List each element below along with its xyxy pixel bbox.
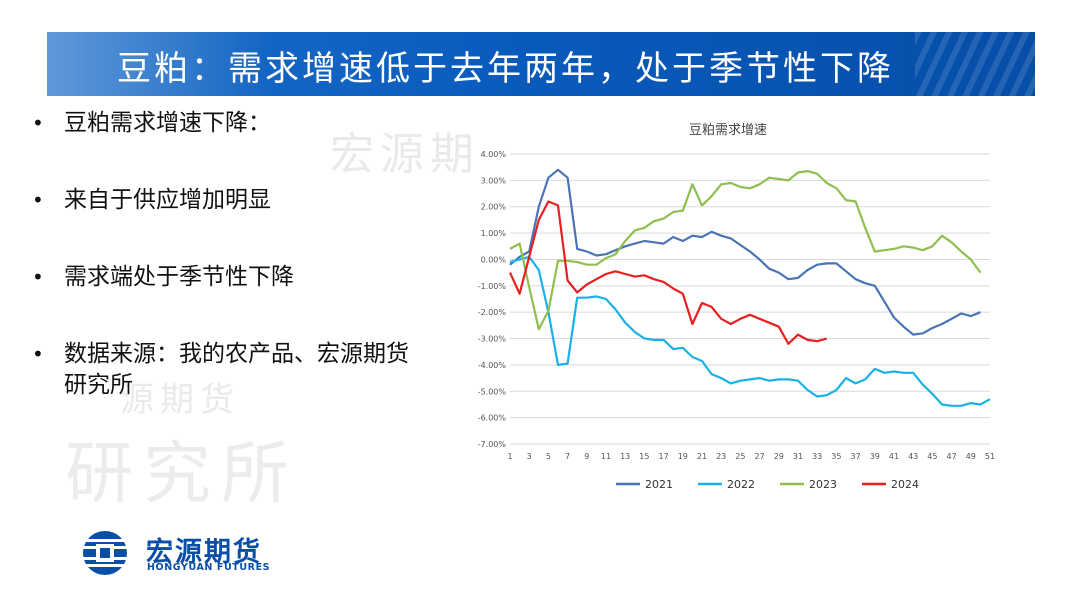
y-tick-label: 4.00%	[481, 150, 507, 159]
chart-container: 豆粕需求增速 4.00% 3.00% 2.00% 1.00% 0.00% -1.00% -2.…	[468, 112, 1000, 502]
series-line-2022	[509, 255, 991, 407]
logo-name-cn: 宏源期货	[146, 537, 262, 568]
x-tick-label: 47	[947, 452, 957, 461]
x-tick-label: 49	[966, 452, 976, 461]
x-tick-label: 3	[527, 452, 532, 461]
y-tick-label: -6.00%	[478, 414, 507, 423]
y-tick-label: 1.00%	[481, 229, 507, 238]
y-tick-label: -1.00%	[478, 282, 507, 291]
x-tick-label: 21	[697, 452, 707, 461]
x-tick-label: 11	[601, 452, 611, 461]
x-tick-label: 31	[793, 452, 803, 461]
bullet-dot: •	[32, 188, 44, 212]
series-line-2024	[508, 200, 828, 345]
y-tick-label: 2.00%	[481, 203, 507, 212]
x-tick-label: 37	[851, 452, 861, 461]
bullet-dot: •	[32, 265, 44, 289]
logo-name-en: HONGYUAN FUTURES	[147, 562, 271, 573]
x-tick-label: 5	[546, 452, 551, 461]
x-tick-label: 45	[927, 452, 937, 461]
series-line-2023	[509, 170, 982, 331]
y-tick-label: 0.00%	[481, 255, 507, 264]
legend-label-2023: 2023	[809, 478, 837, 491]
legend-label-2024: 2024	[891, 478, 919, 491]
x-tick-label: 9	[584, 452, 589, 461]
x-tick-label: 43	[908, 452, 918, 461]
x-tick-label: 33	[812, 452, 822, 461]
x-tick-label: 51	[985, 452, 995, 461]
page-title: 豆粕：需求增速低于去年两年，处于季节性下降	[117, 49, 894, 89]
y-tick-label: 3.00%	[481, 176, 507, 185]
bullet-text: 来自于供应增加明显	[64, 187, 271, 213]
x-tick-label: 7	[565, 452, 570, 461]
y-tick-label: -2.00%	[478, 308, 507, 317]
x-tick-label: 17	[659, 452, 669, 461]
legend-label-2022: 2022	[727, 478, 755, 491]
bullet-list: • 豆粕需求增速下降： • 来自于供应增加明显 • 需求端处于季节性下降 • 数…	[30, 108, 410, 447]
x-tick-label: 41	[889, 452, 899, 461]
legend-label-2021: 2021	[645, 478, 673, 491]
bullet-dot: •	[32, 111, 44, 135]
y-tick-label: -7.00%	[478, 440, 507, 449]
x-tick-label: 15	[639, 452, 649, 461]
x-tick-label: 29	[774, 452, 784, 461]
x-tick-label: 13	[620, 452, 630, 461]
y-tick-label: -5.00%	[478, 387, 507, 396]
x-tick-label: 39	[870, 452, 880, 461]
y-tick-label: -4.00%	[478, 361, 507, 370]
company-logo: 宏源期货 HONGYUAN FUTURES	[72, 528, 312, 580]
x-tick-label: 25	[735, 452, 745, 461]
bullet-text: 豆粕需求增速下降：	[64, 110, 271, 136]
bullet-text: 需求端处于季节性下降	[64, 264, 294, 290]
x-tick-label: 27	[755, 452, 765, 461]
bullet-item: • 来自于供应增加明显	[30, 185, 410, 216]
demand-growth-line-chart: 豆粕需求增速 4.00% 3.00% 2.00% 1.00% 0.00% -1.00% -2.…	[478, 123, 995, 491]
series-line-2021	[509, 168, 981, 336]
bullet-item: • 数据来源：我的农产品、宏源期货研究所	[30, 339, 410, 401]
x-tick-label: 23	[716, 452, 726, 461]
x-tick-label: 19	[678, 452, 688, 461]
chart-title: 豆粕需求增速	[689, 123, 767, 138]
logo-emblem-icon	[74, 531, 136, 575]
bullet-item: • 需求端处于季节性下降	[30, 262, 410, 293]
bullet-item: • 豆粕需求增速下降：	[30, 108, 410, 139]
y-tick-label: -3.00%	[478, 335, 507, 344]
bullet-dot: •	[32, 342, 44, 366]
bullet-text: 数据来源：我的农产品、宏源期货研究所	[64, 341, 409, 398]
title-banner: 豆粕：需求增速低于去年两年，处于季节性下降	[47, 32, 1035, 96]
x-tick-label: 35	[831, 452, 841, 461]
x-tick-label: 1	[507, 452, 512, 461]
